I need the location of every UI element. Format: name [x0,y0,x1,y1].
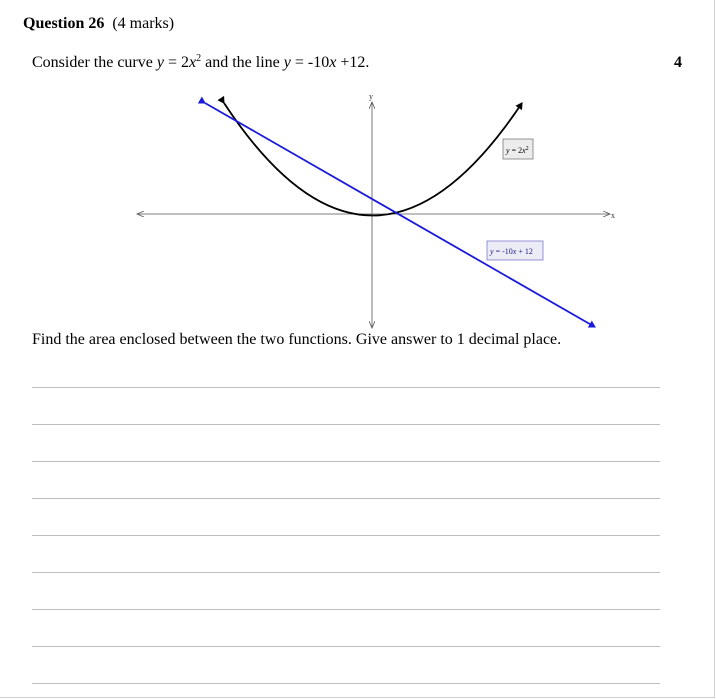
curve-y-var: y [156,54,164,71]
line-x-var: x [329,54,337,71]
question-task: Find the area enclosed between the two f… [32,331,562,348]
marks-number: 4 [674,54,682,71]
function-graph: x y y = 2x2 y = -10x + 12 [0,92,615,340]
answer-line[interactable] [32,498,660,499]
answer-line[interactable] [32,424,660,425]
curve-label: y = 2x2 [505,146,529,155]
answer-line[interactable] [32,387,660,388]
line-label: y = -10x + 12 [489,247,533,256]
intro-text: Consider the curve [32,54,157,71]
answer-line[interactable] [32,572,660,573]
question-intro: Consider the curve y = 2x2 and the line … [32,54,369,72]
line-tail-text: +12. [336,54,370,71]
answer-line[interactable] [32,646,660,647]
answer-line[interactable] [32,683,660,684]
curve-eq-text: = 2 [163,54,189,71]
line-eq-text: = -10 [290,54,330,71]
line-y-var: y [283,54,291,71]
y-axis-label: y [369,92,373,101]
line-label-box [486,240,544,261]
curve-x-var: x [189,54,197,71]
curve-exponent: 2 [196,53,202,64]
answer-line[interactable] [32,609,660,610]
x-axis-label: x [611,211,615,220]
answer-line[interactable] [32,535,660,536]
question-label: Question 26 [23,15,105,32]
answer-line[interactable] [32,461,660,462]
intro-mid-text: and the line [201,54,284,71]
question-header: Question 26 (4 marks) [23,15,174,33]
straight-line [197,96,596,328]
curve-label-box [502,138,534,160]
question-marks: (4 marks) [112,15,175,32]
